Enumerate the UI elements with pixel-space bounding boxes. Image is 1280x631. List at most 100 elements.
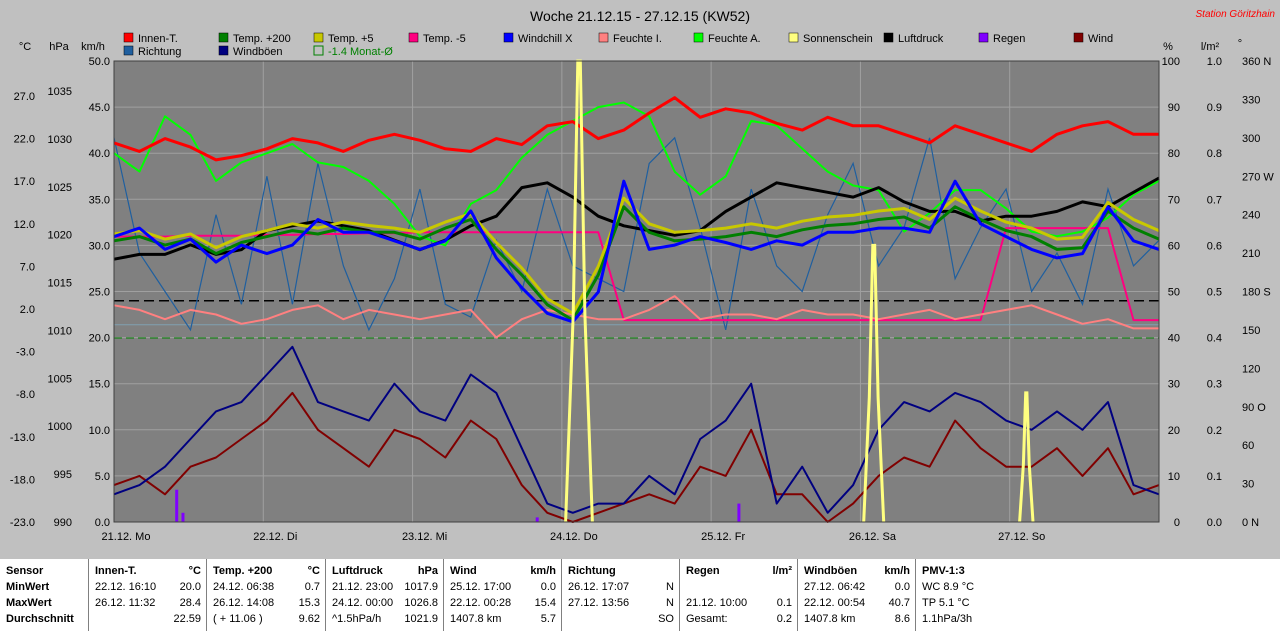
tick-rain: 0.8 xyxy=(1207,148,1222,160)
tick-deg: 210 xyxy=(1242,248,1260,260)
stats-min-time: 22.12. 16:10 xyxy=(95,581,157,593)
series-windb-en xyxy=(113,345,1160,514)
series-sonnenschein xyxy=(862,243,886,523)
tick-temp: 27.0 xyxy=(14,91,35,103)
legend-swatch xyxy=(123,32,134,43)
stats-avg-label: ^1.5hPa/h xyxy=(332,613,382,625)
tick-kmh: 25.0 xyxy=(89,287,110,299)
stats-col: Luftdruck hPa 21.12. 23:00 1017.9 24.12. 00:… xyxy=(325,559,444,631)
legend-swatch xyxy=(313,32,324,43)
legend: Innen-T. Temp. +200 Temp. +5 Temp. -5 Windch… xyxy=(123,32,1113,58)
unit-deg: ° xyxy=(1238,38,1242,50)
plot-series xyxy=(113,59,1160,523)
tick-rain: 0.0 xyxy=(1207,517,1222,529)
series-sonnenschein xyxy=(1018,391,1035,523)
tick-hpa: 1025 xyxy=(48,182,72,194)
tick-rain: 0.3 xyxy=(1207,379,1222,391)
rain-bar xyxy=(181,512,185,522)
stats-min-time: 27.12. 06:42 xyxy=(804,581,866,593)
tick-rain: 0.6 xyxy=(1207,240,1222,252)
tick-x: 21.12. Mo xyxy=(102,531,151,543)
stats-col: Windböen km/h 27.12. 06:42 0.0 22.12. 00:54 4… xyxy=(797,559,916,631)
tick-pct: 40 xyxy=(1168,333,1180,345)
tick-deg: 180 S xyxy=(1242,287,1271,299)
stats-col: PMV-1:3 WC 8.9 °C TP 5.1 °C 1.1hPa/3h xyxy=(915,559,1036,631)
stats-max-val: 0.1 xyxy=(776,597,792,609)
stats-col: Richtung 26.12. 17:07 N 27.12. 13:56 N SO xyxy=(561,559,680,631)
tick-pct: 0 xyxy=(1174,517,1180,529)
tick-pct: 90 xyxy=(1168,102,1180,114)
tick-kmh: 35.0 xyxy=(89,194,110,206)
tick-hpa: 1035 xyxy=(48,86,72,98)
tick-temp: 22.0 xyxy=(14,134,35,146)
tick-kmh: 40.0 xyxy=(89,148,110,160)
stats-col-unit: l/m² xyxy=(772,565,792,577)
tick-temp: -8.0 xyxy=(16,389,35,401)
tick-kmh: 0.0 xyxy=(95,517,110,529)
tick-kmh: 30.0 xyxy=(89,240,110,252)
tick-pct: 30 xyxy=(1168,379,1180,391)
stats-col: Regen l/m² 21.12. 10:00 0.1 Gesamt: 0.2 xyxy=(679,559,798,631)
plot-frame xyxy=(113,60,1160,523)
station-label: Station Göritzhain xyxy=(1196,9,1276,20)
series-wind xyxy=(113,391,1160,523)
tick-hpa: 990 xyxy=(54,517,72,529)
legend-swatch xyxy=(408,32,419,43)
legend-label: Wind xyxy=(1088,33,1113,45)
legend-swatch xyxy=(598,32,609,43)
tick-rain: 0.4 xyxy=(1207,333,1222,345)
stats-label-avg: Durchschnitt xyxy=(6,613,74,625)
stats-min-val: N xyxy=(666,581,674,593)
tick-kmh: 10.0 xyxy=(89,425,110,437)
legend-label: Temp. +5 xyxy=(328,33,374,45)
unit-kmh: km/h xyxy=(81,41,105,53)
stats-col: Innen-T. °C 22.12. 16:10 20.0 26.12. 11:32 28… xyxy=(88,559,207,631)
legend-swatch xyxy=(218,32,229,43)
tick-x: 25.12. Fr xyxy=(701,531,745,543)
tick-deg: 270 W xyxy=(1242,171,1274,183)
stats-avg-label: 1407.8 km xyxy=(804,613,856,625)
tick-hpa: 1000 xyxy=(48,421,72,433)
stats-min-val: 20.0 xyxy=(179,581,201,593)
stats-avg-label: 1407.8 km xyxy=(450,613,502,625)
stats-min-val: 0.0 xyxy=(540,581,556,593)
stats-label-sensor: Sensor xyxy=(6,565,44,577)
stats-label-min: MinWert xyxy=(6,581,50,593)
tick-temp: -18.0 xyxy=(10,474,35,486)
tick-pct: 50 xyxy=(1168,287,1180,299)
weather-chart: Woche 21.12.15 - 27.12.15 (KW52) Station… xyxy=(9,8,1276,543)
legend-swatch xyxy=(503,32,514,43)
legend-swatch xyxy=(1073,32,1084,43)
stats-col-title: Luftdruck xyxy=(332,565,383,577)
stats-col-title: Regen xyxy=(686,565,720,577)
tick-deg: 90 O xyxy=(1242,402,1266,414)
stats-max-val: 28.4 xyxy=(179,597,201,609)
tick-kmh: 50.0 xyxy=(89,56,110,68)
tick-rain: 0.1 xyxy=(1207,471,1222,483)
rain-bar xyxy=(175,489,179,522)
tick-pct: 80 xyxy=(1168,148,1180,160)
stats-col-unit: °C xyxy=(188,565,201,577)
stats-labels: Sensor MinWert MaxWert Durchschnitt xyxy=(0,559,88,631)
stats-max-time: 22.12. 00:54 xyxy=(804,597,866,609)
legend-label: Temp. -5 xyxy=(423,33,466,45)
stats-max-time: 24.12. 00:00 xyxy=(332,597,394,609)
stats-col-unit: km/h xyxy=(884,565,910,577)
legend-label: Windböen xyxy=(233,46,283,58)
stats-max-val: 1026.8 xyxy=(404,597,438,609)
tick-deg: 240 xyxy=(1242,210,1260,222)
tick-x: 23.12. Mi xyxy=(402,531,447,543)
tick-deg: 0 N xyxy=(1242,517,1259,529)
tick-temp: 7.0 xyxy=(20,261,35,273)
stats-max-time: 26.12. 14:08 xyxy=(213,597,275,609)
legend-swatch xyxy=(218,45,229,56)
legend-swatch xyxy=(693,32,704,43)
legend-label: Windchill X xyxy=(518,33,573,45)
legend-label: Feuchte I. xyxy=(613,33,662,45)
tick-rain: 0.5 xyxy=(1207,287,1222,299)
tick-temp: 17.0 xyxy=(14,176,35,188)
unit-rain: l/m² xyxy=(1201,41,1220,53)
stats-avg-val: 8.6 xyxy=(894,613,910,625)
stats-avg-val: 22.59 xyxy=(173,613,201,625)
tick-deg: 60 xyxy=(1242,440,1254,452)
